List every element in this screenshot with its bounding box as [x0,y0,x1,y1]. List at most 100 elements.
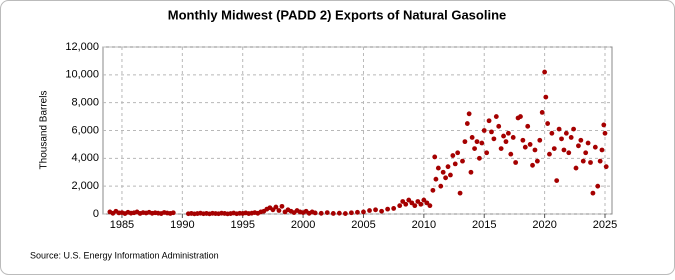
data-point [279,203,285,209]
data-point [486,118,492,124]
data-point [477,155,482,161]
data-point [522,144,528,150]
data-point [503,139,509,145]
data-point [400,199,406,204]
data-point [479,140,485,146]
data-point [418,201,424,207]
data-point [556,126,562,132]
data-point [312,210,318,216]
data-point [489,129,494,135]
data-point [464,121,470,126]
data-point [468,169,474,175]
data-point [455,150,461,156]
data-point [554,178,560,184]
data-point [549,130,555,136]
data-point [576,143,581,149]
data-point [588,160,593,165]
y-tick-label: 12,000 [65,41,99,53]
data-point [545,121,551,126]
data-point [448,172,453,178]
data-point [496,123,502,129]
data-point [270,207,276,213]
data-point [427,203,433,209]
data-point [460,158,465,164]
x-tick-label: 2020 [532,219,556,231]
data-point [421,197,427,203]
x-tick-label: 2000 [291,219,315,231]
x-tick-label: 2015 [472,219,496,231]
data-point [457,190,463,196]
data-point [525,123,531,129]
data-point [493,114,499,119]
y-tick-label: 10,000 [65,69,99,81]
data-point [585,140,591,146]
data-point [527,142,533,147]
data-point [474,139,480,145]
y-tick-label: 4,000 [71,152,99,164]
data-point [501,133,506,139]
data-point [508,151,514,157]
data-point [373,207,378,213]
x-tick-label: 1995 [230,219,254,231]
data-point [432,154,438,160]
data-point [435,165,441,171]
data-point [450,153,456,158]
data-point [583,150,589,156]
data-point [430,187,436,193]
data-point [510,135,516,140]
data-point [466,111,472,117]
data-point [551,146,557,151]
data-point [601,122,607,128]
data-point [498,146,504,151]
data-point [276,208,282,213]
data-point [445,164,451,170]
data-point [412,203,418,209]
x-tick-label: 2025 [593,219,617,231]
chart-title: Monthly Midwest (PADD 2) Exports of Natu… [168,7,507,22]
data-point [566,150,572,156]
data-point [484,150,490,156]
data-point [573,165,579,171]
data-point [324,210,330,216]
data-point [505,130,511,136]
data-point [542,69,548,75]
data-point [561,147,567,153]
source-note: Source: U.S. Energy Information Administ… [30,250,219,260]
data-point [403,201,409,207]
data-point [520,137,526,143]
data-point [355,209,360,215]
data-point [530,162,535,168]
data-point [409,200,415,206]
y-axis-label: Thousand Barrels [39,91,50,170]
data-point [469,135,475,140]
data-point [518,114,523,119]
y-tick-label: 6,000 [71,124,99,136]
x-tick-label: 1985 [110,219,134,231]
data-point [406,197,412,203]
data-point [534,158,540,164]
data-point [397,203,403,209]
data-point [472,146,477,151]
data-point [597,158,603,164]
data-point [602,130,608,136]
data-point [592,144,598,150]
data-point [415,199,421,204]
data-point [578,137,584,143]
data-point [599,147,605,153]
data-point [170,210,176,216]
data-point [330,211,336,216]
data-point [318,210,324,216]
x-tick-label: 2005 [351,219,375,231]
data-point [391,206,397,211]
y-tick-label: 0 [93,208,99,220]
data-point [571,126,576,132]
data-point [580,158,586,164]
y-tick-label: 8,000 [71,97,99,109]
data-point [513,160,519,165]
data-point [349,210,354,216]
data-point [491,136,497,142]
data-point [385,206,391,212]
data-point [438,183,444,189]
data-point [537,137,543,143]
